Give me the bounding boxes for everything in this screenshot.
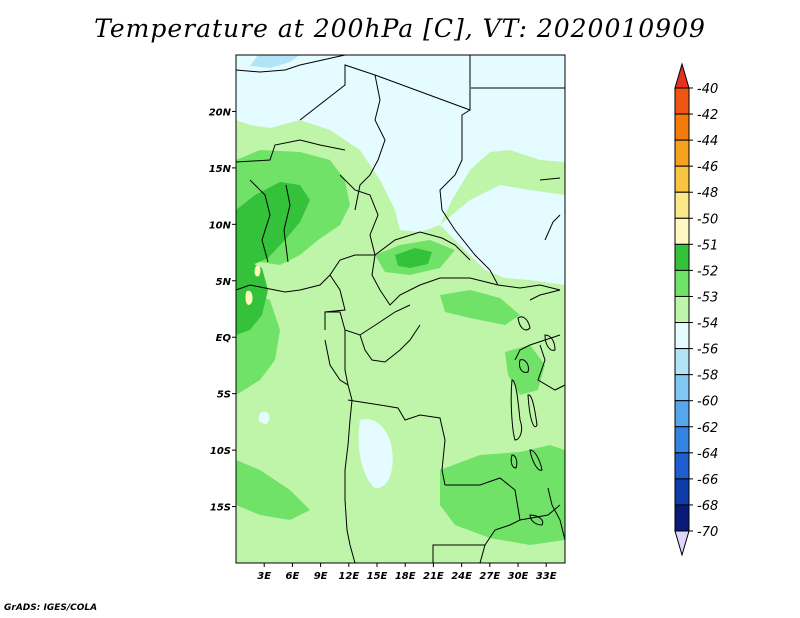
colorbar-label: -54 bbox=[697, 317, 718, 332]
colorbar-label: -48 bbox=[697, 186, 718, 201]
lat-tick-label: 5N bbox=[216, 277, 232, 288]
lat-tick-label: 5S bbox=[217, 390, 231, 401]
colorbar-swatch bbox=[674, 348, 690, 376]
colorbar-swatch bbox=[674, 165, 690, 193]
lon-tick-label: 9E bbox=[314, 571, 328, 582]
colorbar-label: -58 bbox=[697, 369, 718, 384]
lon-tick-label: 12E bbox=[338, 571, 359, 582]
lat-tick-label: 15N bbox=[209, 164, 232, 175]
colorbar-label: -56 bbox=[697, 343, 718, 358]
longitude-axis: 3E 6E 9E 12E 15E 18E 21E 24E 27E 30E 33E bbox=[257, 563, 557, 582]
colorbar-label: -68 bbox=[697, 499, 718, 514]
colorbar-label: -44 bbox=[697, 134, 718, 149]
colorbar-swatch bbox=[674, 113, 690, 141]
lon-tick-label: 24E bbox=[451, 571, 472, 582]
colorbar-swatch bbox=[674, 504, 690, 532]
colorbar-label: -50 bbox=[697, 212, 718, 227]
colorbar-swatch bbox=[674, 452, 690, 480]
lon-tick-label: 33E bbox=[536, 571, 557, 582]
lon-tick-label: 30E bbox=[508, 571, 529, 582]
lon-tick-label: 18E bbox=[395, 571, 416, 582]
colorbar-label: -64 bbox=[697, 447, 718, 462]
colorbar-swatch bbox=[674, 322, 690, 350]
cold-region-layer bbox=[236, 55, 565, 489]
colorbar-swatch bbox=[674, 139, 690, 167]
map-title: Temperature at 200hPa [C], VT: 202001090… bbox=[94, 14, 706, 43]
colorbar: -40 -42 -44 -46 -48 -50 -51 -52 -53 -54 -56 -58 -60 -… bbox=[674, 62, 718, 557]
colorbar-swatch bbox=[674, 191, 690, 219]
country-borders bbox=[235, 54, 566, 564]
colorbar-label: -53 bbox=[697, 290, 718, 305]
colorbar-swatch bbox=[674, 374, 690, 402]
colorbar-label: -66 bbox=[697, 473, 718, 488]
lon-tick-label: 15E bbox=[367, 571, 388, 582]
grads-credit: GrADS: IGES/COLA bbox=[4, 603, 98, 613]
lakes bbox=[510, 316, 556, 526]
colorbar-label: -51 bbox=[697, 238, 718, 253]
latitude-axis: 20N 15N 10N 5N EQ 5S 10S 15S bbox=[209, 107, 236, 514]
lat-tick-label: EQ bbox=[216, 333, 232, 344]
lat-tick-label: 10S bbox=[210, 446, 231, 457]
hot-spot-layer bbox=[245, 265, 261, 305]
lat-tick-label: 20N bbox=[209, 107, 232, 118]
colorbar-label: -60 bbox=[697, 395, 718, 410]
colorbar-swatch bbox=[674, 426, 690, 454]
colorbar-swatch bbox=[674, 478, 690, 506]
lat-tick-label: 10N bbox=[209, 220, 232, 231]
colorbar-label: -46 bbox=[697, 160, 718, 175]
colorbar-swatch bbox=[674, 295, 690, 324]
colorbar-label: -42 bbox=[697, 108, 718, 123]
colorbar-label: -52 bbox=[697, 264, 718, 279]
colorbar-swatch bbox=[674, 400, 690, 428]
colorbar-over-arrow bbox=[674, 62, 690, 89]
lon-tick-label: 3E bbox=[257, 571, 271, 582]
colorbar-swatch bbox=[674, 87, 690, 115]
lon-tick-label: 27E bbox=[479, 571, 500, 582]
lon-tick-label: 6E bbox=[286, 571, 300, 582]
colorbar-label: -70 bbox=[697, 525, 718, 540]
map-frame bbox=[235, 54, 566, 564]
colorbar-swatch bbox=[674, 243, 690, 271]
colorbar-swatch bbox=[674, 269, 690, 297]
colorbar-label: -40 bbox=[697, 82, 718, 97]
lon-tick-label: 21E bbox=[423, 571, 444, 582]
lat-tick-label: 15S bbox=[210, 503, 231, 514]
colorbar-swatch bbox=[674, 217, 690, 245]
colorbar-under-arrow bbox=[674, 530, 690, 557]
colorbar-label: -62 bbox=[697, 421, 718, 436]
